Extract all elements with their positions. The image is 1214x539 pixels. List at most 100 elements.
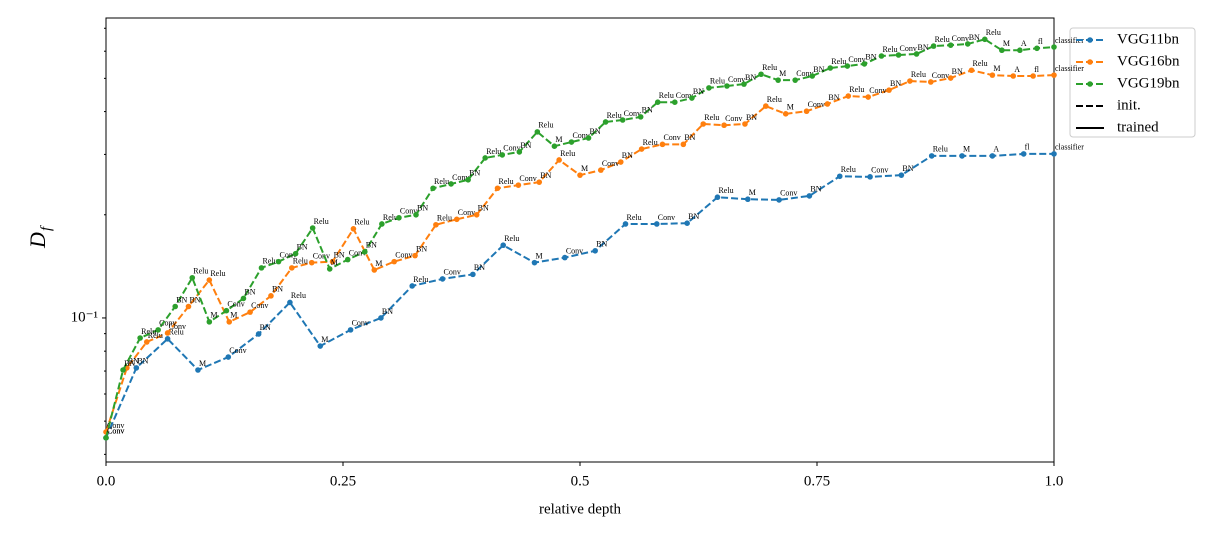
series-point xyxy=(103,435,109,441)
point-label: BN xyxy=(969,33,980,42)
point-label: Conv xyxy=(725,114,742,123)
point-label: Conv xyxy=(602,159,619,168)
y-axis-label-main: D xyxy=(25,232,50,249)
point-label: M xyxy=(555,135,562,144)
point-label: BN xyxy=(890,79,901,88)
point-label: Relu xyxy=(607,111,622,120)
series-point xyxy=(143,339,150,345)
point-label: BN xyxy=(417,204,428,213)
x-tick-label: 0.25 xyxy=(330,473,356,489)
series-point xyxy=(741,81,747,87)
series-point xyxy=(659,141,666,148)
point-label: Conv xyxy=(519,174,536,183)
point-label: BN xyxy=(642,106,653,115)
series-point xyxy=(500,242,507,249)
series-point xyxy=(164,330,171,336)
point-label: Relu xyxy=(434,177,449,186)
series-point xyxy=(585,135,592,141)
point-label: BN xyxy=(478,204,489,213)
point-label: BN xyxy=(297,243,308,252)
point-label: A xyxy=(1014,65,1020,74)
series-point xyxy=(706,85,712,91)
point-label: BN xyxy=(469,169,480,178)
series-point xyxy=(326,266,333,272)
legend-label: VGG11bn xyxy=(1117,31,1179,47)
point-label: Relu xyxy=(486,147,501,156)
y-axis-label: D f xyxy=(25,225,54,249)
point-label: Relu xyxy=(148,331,163,340)
point-label: BN xyxy=(590,127,601,136)
point-label: M xyxy=(749,188,756,197)
series-point xyxy=(275,258,282,265)
point-label: Relu xyxy=(659,91,674,100)
point-label: fl xyxy=(1038,37,1044,46)
series-point xyxy=(947,42,954,48)
point-label: Conv xyxy=(458,208,475,217)
point-label: classifier xyxy=(1055,36,1084,45)
series-point xyxy=(378,315,384,321)
point-label: M xyxy=(779,69,786,78)
point-label: M xyxy=(993,64,1000,73)
point-label: Conv xyxy=(159,319,176,328)
point-label: M xyxy=(787,103,794,112)
point-label: Relu xyxy=(560,149,575,158)
series-point xyxy=(1020,151,1027,157)
point-label: A xyxy=(993,145,999,154)
series-point xyxy=(240,295,247,302)
series-point xyxy=(206,319,213,325)
series-point xyxy=(721,122,727,129)
series-point xyxy=(959,153,965,159)
series-point xyxy=(482,155,489,161)
point-label: Relu xyxy=(986,28,1001,37)
series-point xyxy=(809,73,816,79)
point-label: Conv xyxy=(503,144,520,153)
series-point xyxy=(792,77,798,83)
series-point xyxy=(133,365,140,371)
point-label: Conv xyxy=(658,213,675,222)
series-point xyxy=(1017,47,1023,54)
point-label: Relu xyxy=(762,63,777,72)
point-label: BN xyxy=(260,323,271,332)
point-label: Relu xyxy=(935,35,950,44)
series-point xyxy=(412,252,418,259)
point-label: Conv xyxy=(572,131,589,140)
series-point xyxy=(448,181,454,187)
point-label: BN xyxy=(416,244,427,253)
series-point xyxy=(531,259,538,266)
series-point xyxy=(867,174,873,180)
series-point xyxy=(907,78,913,84)
point-label: fl xyxy=(1034,65,1040,74)
series-point xyxy=(551,143,558,150)
series-point xyxy=(465,176,471,183)
series-point xyxy=(413,211,419,218)
point-label: Relu xyxy=(882,45,897,54)
series-point xyxy=(189,274,196,281)
series-point xyxy=(744,196,751,203)
point-label: Conv xyxy=(869,86,886,95)
series-point xyxy=(602,119,609,125)
series-point xyxy=(898,172,905,178)
point-label: Relu xyxy=(193,267,208,276)
series-point xyxy=(622,221,629,227)
legend-marker xyxy=(1087,59,1093,65)
series-point xyxy=(776,197,782,203)
point-label: M xyxy=(535,251,542,260)
point-label: BN xyxy=(952,67,963,76)
series-point xyxy=(653,221,660,227)
series-point xyxy=(672,99,678,106)
series-point xyxy=(247,309,253,315)
series-point xyxy=(206,277,213,283)
x-tick-label: 0.0 xyxy=(97,473,116,489)
series-point xyxy=(928,153,935,159)
point-label: BN xyxy=(813,65,824,74)
series-point xyxy=(619,117,626,123)
series-point xyxy=(292,250,299,257)
series-point xyxy=(775,77,781,83)
point-label: Relu xyxy=(293,257,308,266)
series-point xyxy=(185,303,192,310)
point-label: Relu xyxy=(710,77,725,86)
series-point xyxy=(947,75,954,81)
series-point xyxy=(225,354,232,360)
point-label: BN xyxy=(746,113,757,122)
